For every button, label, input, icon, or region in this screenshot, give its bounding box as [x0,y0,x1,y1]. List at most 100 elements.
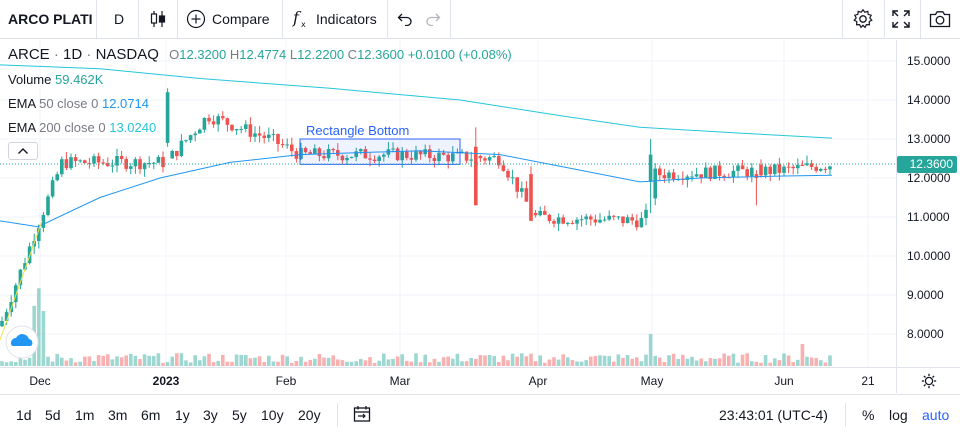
legend-volume[interactable]: Volume 59.462K [8,72,103,87]
compare-button[interactable]: Compare [186,0,270,38]
interval-button[interactable]: D [114,11,125,27]
candle-body [234,129,239,131]
candle-body [469,159,473,161]
volume-bar [41,310,46,366]
legend-high: 12.4774 [239,47,287,62]
volume-bar [221,355,225,366]
volume-bar [211,362,216,366]
volume-bar [308,359,312,366]
range-5y-button[interactable]: 5y [232,407,247,423]
candle-body [625,217,630,224]
settings-gear-icon[interactable] [852,0,874,38]
candle-body [556,217,561,224]
time-axis[interactable]: Dec 2023 Feb Mar Apr May Jun 21 [0,367,896,393]
volume-bar [340,360,345,366]
candle-body [579,219,584,221]
legend-open: 12.3200 [179,47,227,62]
range-5d-button[interactable]: 5d [45,407,61,423]
bottom-toolbar: 1d 5d 1m 3m 6m 1y 3y 5y 10y 20y 23:43:01… [0,394,960,433]
candle-body [754,174,759,178]
candle-body [506,170,510,178]
legend-symbol: ARCE [8,46,50,63]
legend-ema200[interactable]: EMA 200 close 0 13.0240 [8,120,156,135]
candle-body [207,117,211,122]
candle-body [497,156,501,166]
candle-body [23,263,27,270]
volume-bar [538,355,542,366]
time-tick-label: May [640,374,664,388]
candle-body [92,156,96,164]
legend-collapse-button[interactable] [8,142,38,160]
time-tick-label: 2023 [152,374,180,388]
candle-body [437,152,441,162]
volume-bar [60,357,64,366]
price-chart-pane[interactable]: Rectangle Bottom [0,40,960,367]
candle-body [179,140,184,157]
range-20y-button[interactable]: 20y [298,407,321,423]
volume-bar [46,356,50,366]
range-1y-button[interactable]: 1y [175,407,190,423]
price-scale[interactable]: 15.0000 14.0000 13.0000 12.0000 11.0000 10.00… [896,40,960,367]
timezone-clock[interactable]: 23:43:01 (UTC-4) [719,407,828,423]
range-1m-button[interactable]: 1m [75,407,95,423]
volume-bar [460,361,464,366]
price-tick-label: 8.0000 [907,327,944,341]
log-scale-toggle[interactable]: log [889,407,908,423]
candle-body [809,163,814,168]
candle-body [460,151,464,153]
legend-ema50[interactable]: EMA 50 close 0 12.0714 [8,96,149,111]
volume-bar [713,358,717,366]
range-10y-button[interactable]: 10y [261,407,284,423]
redo-icon[interactable] [425,0,441,38]
legend-series[interactable]: ARCE · 1D · NASDAQ O12.3200 H12.4774 L12… [8,46,512,63]
axis-settings-button[interactable] [896,367,960,393]
candle-body [106,163,110,166]
volume-bar [708,358,713,366]
volume-bar [96,355,101,366]
candle-body [340,155,345,161]
volume-bar [570,360,575,366]
volume-bar [225,361,230,366]
chart-canvas[interactable]: Rectangle Bottom [0,40,896,367]
legend-interval: 1D [63,46,83,63]
candle-body [184,140,188,142]
fullscreen-icon[interactable] [892,0,910,38]
candle-body [474,146,478,206]
volume-bar [368,357,372,366]
volume-bar [487,355,492,366]
candle-style-icon[interactable] [150,0,166,38]
candle-body [119,156,124,160]
range-6m-button[interactable]: 6m [141,407,161,423]
candle-body [745,169,749,177]
volume-bar [809,357,814,366]
candle-body [317,148,322,157]
volume-bar [437,361,441,366]
indicators-button[interactable]: f x Indicators [292,0,377,38]
candle-body [800,164,805,166]
volume-bar [575,361,579,366]
volume-bar [64,360,69,366]
candle-body [814,167,818,171]
toolbar-divider [282,0,283,38]
volume-bar [50,361,55,366]
camera-snapshot-icon[interactable] [929,0,951,38]
auto-scale-toggle[interactable]: auto [922,407,950,423]
goto-date-calendar-icon[interactable] [353,405,371,428]
volume-bar [248,358,253,366]
undo-icon[interactable] [397,0,413,38]
range-3y-button[interactable]: 3y [203,407,218,423]
percent-scale-toggle[interactable]: % [862,407,875,423]
symbol-search-button[interactable]: ARCO PLATI [8,11,92,27]
volume-bar [285,356,289,366]
toolbar-divider [96,0,97,38]
candle-body [188,135,193,141]
volume-bar [101,355,105,366]
range-3m-button[interactable]: 3m [108,407,128,423]
price-tick-label: 12.0000 [907,171,951,185]
range-1d-button[interactable]: 1d [16,407,32,423]
volume-bar [405,360,409,366]
indicators-label: Indicators [316,11,377,27]
candle-body [713,165,717,180]
volume-bar [584,360,588,366]
ema200-label: EMA [8,120,36,135]
